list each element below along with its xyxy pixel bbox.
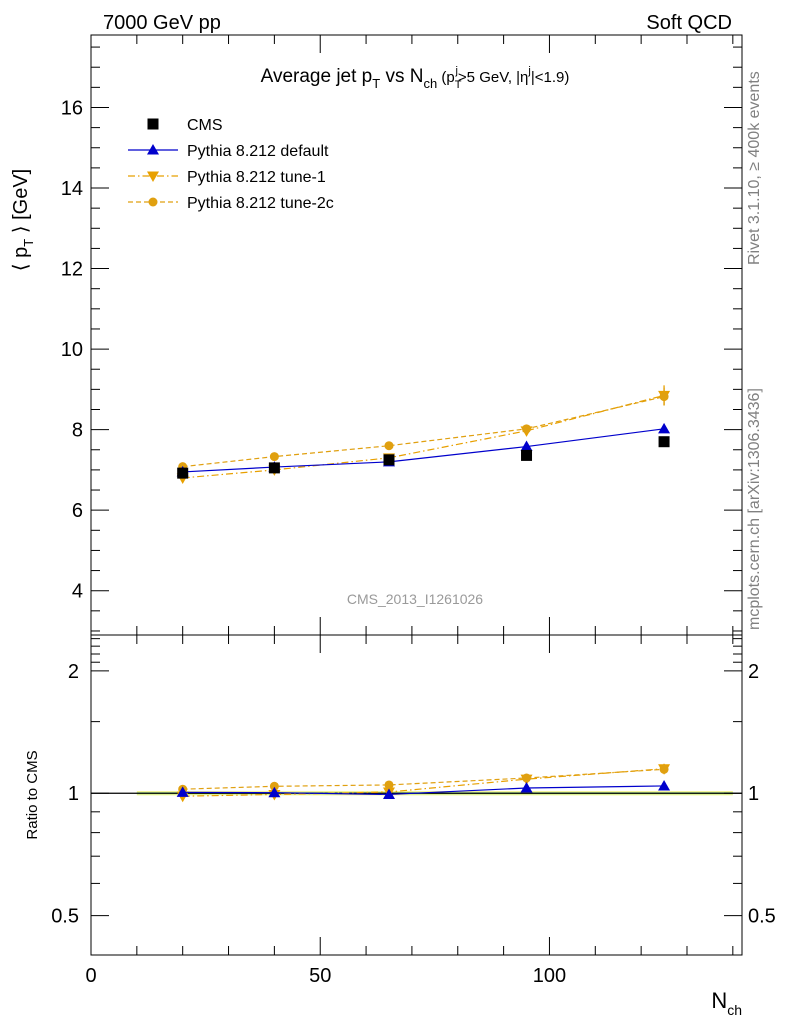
ratio-y-axis-label: Ratio to CMS bbox=[24, 750, 41, 839]
data-point bbox=[520, 440, 533, 452]
legend-label: Pythia 8.212 default bbox=[187, 143, 329, 160]
ratio-y-tick-label-right: 2 bbox=[748, 661, 759, 683]
ratio-y-tick-label-left: 2 bbox=[68, 661, 79, 683]
data-point bbox=[383, 454, 395, 466]
data-point bbox=[658, 436, 670, 448]
data-point bbox=[177, 467, 189, 479]
series-pythia-8-212-tune-1 bbox=[176, 385, 671, 484]
ratio-point bbox=[384, 780, 394, 790]
main-y-tick-label: 4 bbox=[72, 581, 83, 603]
ratio-y-tick-label-left: 0.5 bbox=[51, 906, 79, 928]
header-energy-label: 7000 GeV pp bbox=[103, 12, 221, 34]
series-cms bbox=[177, 436, 670, 479]
main-series-group bbox=[176, 385, 671, 484]
main-x-ticks bbox=[90, 35, 734, 635]
main-y-tick-label: 8 bbox=[72, 420, 83, 442]
ratio-point bbox=[658, 779, 671, 791]
ratio-x-ticks: 0 50 100 bbox=[85, 635, 734, 987]
main-y-tick-label: 6 bbox=[72, 500, 83, 522]
data-point bbox=[384, 441, 394, 451]
legend-marker bbox=[147, 144, 159, 155]
series-line bbox=[182, 394, 665, 479]
ratio-point bbox=[269, 781, 279, 791]
main-panel-title: Average jet pT vs Nch (pTj>5 GeV, |ηj|<1… bbox=[261, 65, 570, 91]
main-y-tick-label: 12 bbox=[61, 259, 83, 281]
series-pythia-8-212-tune-2c bbox=[178, 387, 669, 472]
ratio-line bbox=[182, 768, 665, 790]
main-y-tick-label: 14 bbox=[61, 178, 83, 200]
ratio-series-group bbox=[176, 763, 671, 803]
legend: CMS Pythia 8.212 default Pythia 8.212 tune… bbox=[128, 117, 334, 212]
data-point bbox=[522, 424, 532, 434]
legend-entry: Pythia 8.212 tune-2c bbox=[128, 195, 334, 212]
main-y-axis: 4 6 8 10 12 14 16 bbox=[61, 46, 742, 632]
ratio-point bbox=[522, 773, 532, 783]
analysis-id-label: CMS_2013_I1261026 bbox=[347, 591, 483, 607]
legend-entry: Pythia 8.212 default bbox=[128, 143, 329, 160]
ratio-y-tick-label-right: 1 bbox=[748, 783, 759, 805]
data-point bbox=[659, 392, 669, 402]
ratio-x-tick-label: 0 bbox=[85, 965, 96, 987]
ratio-point bbox=[382, 788, 395, 799]
legend-label: Pythia 8.212 tune-1 bbox=[187, 169, 326, 186]
data-point bbox=[658, 422, 671, 434]
legend-label: Pythia 8.212 tune-2c bbox=[187, 195, 334, 212]
data-point bbox=[268, 462, 280, 474]
x-axis-label: Nch bbox=[711, 988, 742, 1018]
ratio-point bbox=[176, 786, 189, 797]
ratio-point bbox=[659, 764, 669, 774]
ratio-x-tick-label: 50 bbox=[309, 965, 331, 987]
ratio-y-tick-label-right: 0.5 bbox=[748, 906, 776, 928]
main-y-tick-label: 16 bbox=[61, 97, 83, 119]
ratio-y-tick-label-left: 1 bbox=[68, 783, 79, 805]
ratio-point bbox=[268, 786, 281, 798]
legend-entry: Pythia 8.212 tune-1 bbox=[128, 169, 326, 186]
ratio-pythia-8-212-tune-2c bbox=[178, 764, 669, 794]
legend-marker bbox=[148, 197, 158, 207]
ratio-x-tick-label: 100 bbox=[533, 965, 566, 987]
legend-label: CMS bbox=[187, 117, 223, 134]
main-y-axis-label: ⟨ pT ⟩ [GeV] bbox=[10, 169, 36, 272]
legend-marker bbox=[147, 171, 159, 182]
ratio-y-axis: 0.5 0.5 1 1 2 2 bbox=[51, 638, 776, 928]
header-process-label: Soft QCD bbox=[646, 12, 732, 34]
ratio-pythia-8-212-default bbox=[176, 779, 671, 799]
series-line bbox=[182, 396, 665, 468]
legend-entry: CMS bbox=[147, 117, 223, 134]
rivet-version-label: Rivet 3.1.10, ≥ 400k events bbox=[746, 71, 763, 265]
series-line bbox=[182, 428, 665, 473]
ratio-point bbox=[520, 781, 533, 793]
series-pythia-8-212-default bbox=[176, 422, 671, 477]
data-point bbox=[521, 449, 533, 461]
main-y-tick-label: 10 bbox=[61, 339, 83, 361]
legend-marker bbox=[147, 118, 159, 130]
ratio-panel-frame bbox=[90, 634, 743, 956]
mcplots-reference-label: mcplots.cern.ch [arXiv:1306.3436] bbox=[746, 388, 763, 630]
data-point bbox=[269, 452, 279, 462]
